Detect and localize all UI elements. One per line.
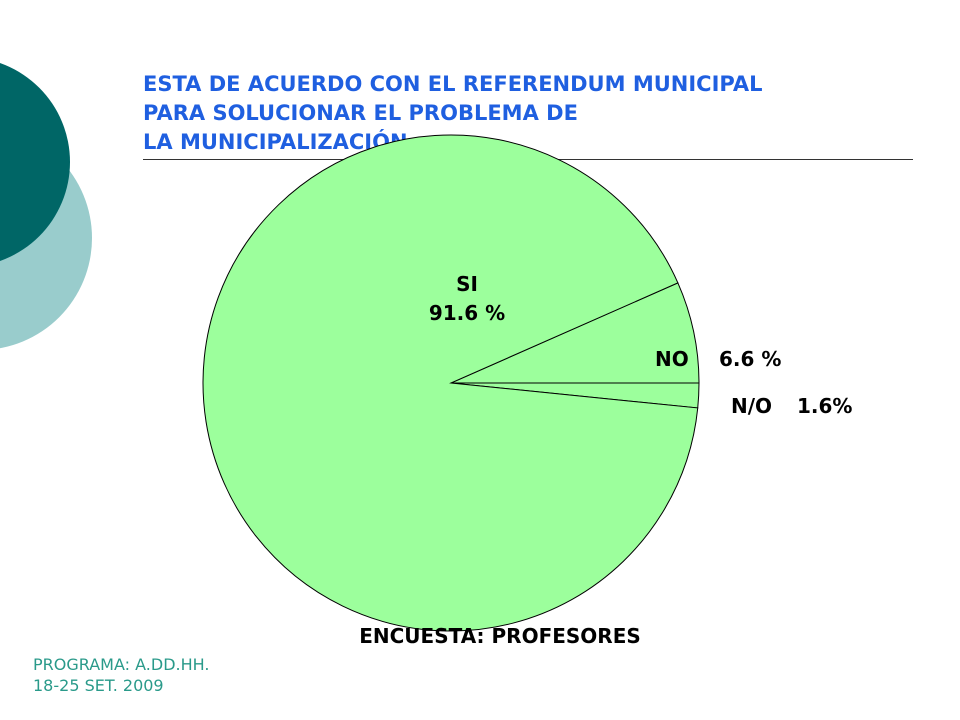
slide-title: ESTA DE ACUERDO CON EL REFERENDUM MUNICI… (143, 70, 923, 157)
title-line-2: PARA SOLUCIONAR EL PROBLEMA DE (143, 101, 578, 125)
slice-label-no-name: NO (655, 347, 689, 371)
slice-label-no-value-2: 1.6% (797, 394, 852, 418)
slice-label-no-name-2: N/O (731, 394, 772, 418)
title-line-1: ESTA DE ACUERDO CON EL REFERENDUM MUNICI… (143, 72, 763, 96)
survey-caption: ENCUESTA: PROFESORES (359, 624, 641, 648)
footer-line-1: PROGRAMA: A.DD.HH. (33, 655, 210, 674)
footer-line-2: 18-25 SET. 2009 (33, 676, 164, 695)
program-footer: PROGRAMA: A.DD.HH. 18-25 SET. 2009 (33, 654, 209, 696)
pie-slice-si (202, 134, 699, 632)
slice-label-si-name: SI (456, 272, 478, 296)
slice-label-si-value: 91.6 % (429, 301, 505, 325)
pie-slices (202, 134, 700, 632)
decor-circle-dark (0, 63, 70, 261)
title-line-3: LA MUNICIPALIZACIÓN (143, 130, 408, 154)
slice-label-no-value: 6.6 % (719, 347, 781, 371)
